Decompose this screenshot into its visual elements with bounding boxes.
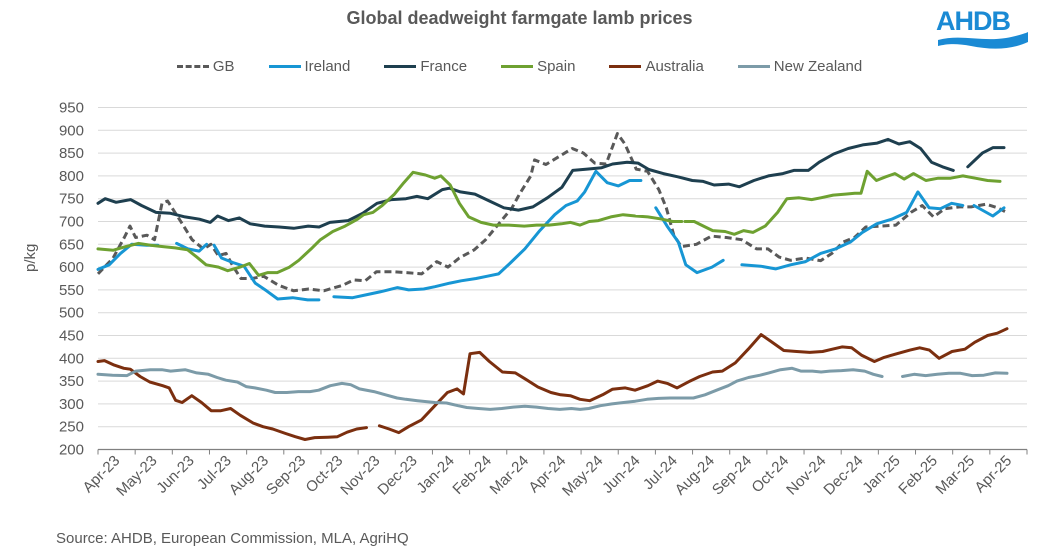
y-tick-label: 750: [59, 191, 84, 208]
x-tick-label: Nov-24: [783, 452, 829, 498]
series-new-zealand: [96, 366, 1009, 411]
x-tick-label: Feb-24: [449, 452, 495, 498]
series-line-segment: [683, 169, 1002, 236]
series-line-segment: [212, 243, 321, 302]
legend: GB Ireland France Spain Australia New Ze…: [0, 58, 1039, 75]
x-tick-label: Dec-23: [374, 452, 420, 498]
x-tick-label: Jun-23: [153, 452, 197, 496]
series-line-segment: [966, 146, 1006, 169]
y-tick-label: 950: [59, 100, 84, 117]
logo-text: AHDB: [936, 6, 1011, 36]
logo-wave-icon: [938, 32, 1028, 49]
legend-item-gb: GB: [176, 58, 235, 75]
x-tick-label: Apr-25: [971, 452, 1015, 496]
y-tick-label: 300: [59, 396, 84, 413]
x-tick-label: May-24: [559, 452, 606, 499]
legend-swatch-gb: [176, 65, 209, 68]
y-tick-label: 400: [59, 350, 84, 367]
x-tick-label: Jan-25: [859, 452, 903, 496]
series-line-segment: [740, 190, 965, 271]
legend-swatch-spain: [501, 65, 534, 68]
series-ireland: [96, 169, 1006, 302]
y-tick-label: 900: [59, 122, 84, 139]
series-line-segment: [332, 169, 643, 300]
x-tick-label: Mar-25: [932, 452, 978, 498]
series-line-segment: [654, 206, 725, 275]
series-line-segment: [96, 170, 684, 277]
y-tick-label: 600: [59, 259, 84, 276]
x-tick-label: Nov-23: [337, 452, 383, 498]
x-tick-label: Sep-23: [263, 452, 309, 498]
series-line-segment: [96, 137, 955, 230]
legend-label-france: France: [420, 58, 468, 75]
x-tick-label: Dec-24: [820, 452, 866, 498]
ahdb-logo: AHDB: [936, 6, 1028, 54]
series-spain: [96, 169, 1002, 277]
y-tick-label: 850: [59, 145, 84, 162]
series-line-segment: [901, 371, 1009, 378]
legend-label-australia: Australia: [645, 58, 704, 75]
series-line-segment: [96, 132, 1006, 293]
series-line-segment: [96, 242, 160, 271]
legend-item-france: France: [384, 58, 467, 75]
x-tick-label: Feb-25: [895, 452, 941, 498]
series-france: [96, 137, 1006, 230]
legend-label-new-zealand: New Zealand: [773, 58, 863, 75]
y-tick-label: 650: [59, 236, 84, 253]
y-tick-label: 450: [59, 328, 84, 345]
legend-item-spain: Spain: [501, 58, 575, 75]
y-tick-label: 800: [59, 168, 84, 185]
x-tick-label: Jun-24: [599, 452, 643, 496]
legend-swatch-australia: [609, 65, 642, 68]
legend-swatch-ireland: [268, 65, 301, 68]
y-tick-label: 200: [59, 442, 84, 459]
legend-swatch-new-zealand: [737, 65, 770, 68]
series-line-segment: [377, 327, 1009, 435]
series-gb: [96, 132, 1006, 293]
legend-swatch-france: [384, 65, 417, 68]
legend-label-spain: Spain: [537, 58, 576, 75]
series-line-segment: [96, 359, 368, 441]
x-tick-label: Jan-24: [413, 452, 457, 496]
x-tick-label: Aug-24: [672, 452, 718, 498]
legend-label-ireland: Ireland: [304, 58, 351, 75]
source-note: Source: AHDB, European Commission, MLA, …: [56, 530, 409, 547]
x-tick-label: May-23: [113, 452, 160, 499]
series-line-segment: [175, 241, 209, 253]
x-tick-label: Mar-24: [487, 452, 533, 498]
x-tick-label: Aug-23: [226, 452, 272, 498]
y-tick-label: 700: [59, 214, 84, 231]
x-tick-label: Sep-24: [709, 452, 755, 498]
legend-item-ireland: Ireland: [268, 58, 351, 75]
legend-label-gb: GB: [212, 58, 235, 75]
series-australia: [96, 327, 1009, 441]
y-tick-label: 250: [59, 419, 84, 436]
y-tick-label: 350: [59, 373, 84, 390]
y-tick-label: 500: [59, 305, 84, 322]
legend-item-new-zealand: New Zealand: [737, 58, 863, 75]
series-line-segment: [972, 204, 1006, 218]
y-tick-label: 550: [59, 282, 84, 299]
series-line-segment: [96, 366, 884, 411]
chart-title: Global deadweight farmgate lamb prices: [346, 8, 693, 28]
legend-item-australia: Australia: [609, 58, 704, 75]
